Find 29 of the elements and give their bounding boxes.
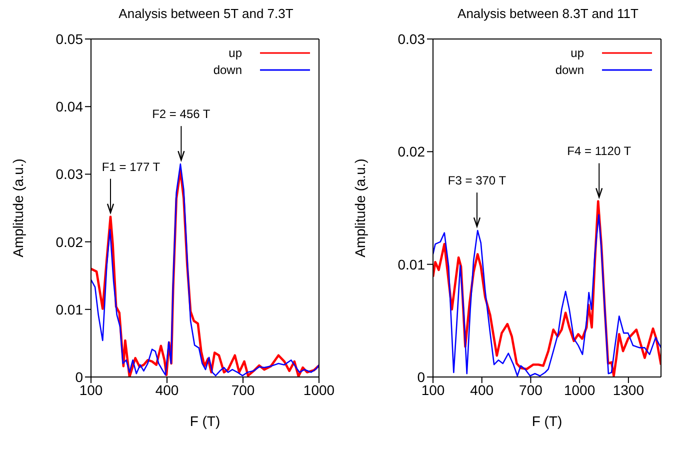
x-tick-label: 1000 [303,382,335,398]
x-axis-title: F (T) [532,413,562,429]
annotation: F3 = 370 T [448,174,507,188]
legend-label: up [228,46,242,60]
y-tick-label: 0.02 [56,234,84,250]
annotation: F4 = 1120 T [567,144,632,158]
y-tick-label: 0.03 [56,166,84,182]
legend-label: up [570,46,584,60]
x-tick-label: 1300 [612,382,644,398]
x-tick-label: 700 [519,382,543,398]
x-tick-label: 400 [155,382,179,398]
x-axis-title: F (T) [190,413,220,429]
legend-label: down [555,62,584,76]
y-tick-label: 0.05 [56,30,84,47]
x-tick-label: 400 [470,382,494,398]
x-tick-label: 700 [231,382,255,398]
y-tick-label: 0.03 [398,30,426,47]
legend-label: down [213,62,242,76]
annotation: F2 = 456 T [152,107,211,122]
y-axis-title: Amplitude (a.u.) [352,158,368,258]
y-tick-label: 0.02 [398,144,426,160]
y-axis-title: Amplitude (a.u.) [10,158,26,258]
y-tick-label: 0.01 [56,301,84,318]
x-tick-label: 1000 [564,382,596,398]
y-tick-label: 0.04 [56,98,84,115]
chart-title: Analysis between 8.3T and 11T [456,6,640,21]
y-tick-label: 0.01 [398,256,426,272]
chart-title: Analysis between 5T and 7.3T [118,6,294,21]
annotation: F1 = 177 T [102,160,161,174]
